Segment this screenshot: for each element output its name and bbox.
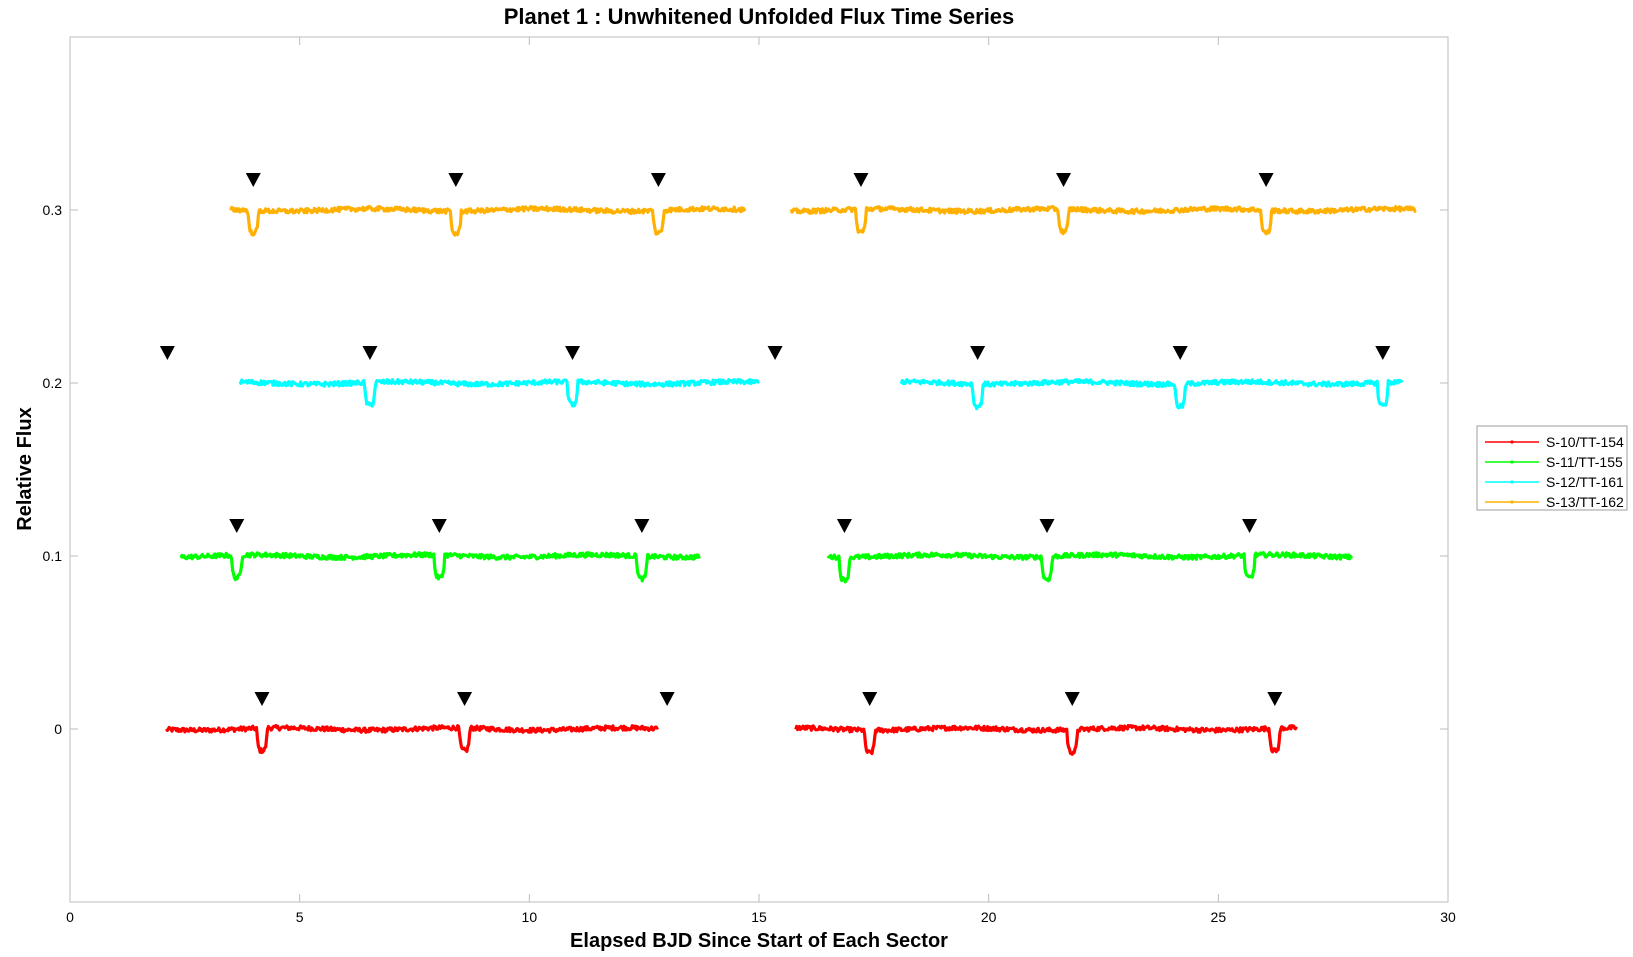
legend-entry: S-12/TT-161 bbox=[1485, 474, 1624, 490]
transit-marker-icon bbox=[767, 346, 783, 360]
y-tick-label: 0.1 bbox=[43, 548, 63, 564]
x-tick-label: 10 bbox=[522, 909, 538, 925]
transit-marker-icon bbox=[159, 346, 175, 360]
flux-trace-segment bbox=[794, 723, 1298, 756]
chart-title: Planet 1 : Unwhitened Unfolded Flux Time… bbox=[504, 4, 1015, 29]
transit-marker-icon bbox=[836, 519, 852, 533]
series-layer bbox=[165, 204, 1417, 756]
legend-marker bbox=[1510, 480, 1514, 484]
transit-marker-icon bbox=[659, 692, 675, 706]
transit-marker-layer bbox=[159, 173, 1391, 706]
transit-marker-icon bbox=[1258, 173, 1274, 187]
transit-marker-icon bbox=[1039, 519, 1055, 533]
axis-ticks: 0 5 10 15 20 25 30 0 0.1 0.2 0.3 bbox=[43, 37, 1456, 925]
legend-entry: S-10/TT-154 bbox=[1485, 434, 1624, 450]
transit-marker-icon bbox=[457, 692, 473, 706]
transit-marker-icon bbox=[634, 519, 650, 533]
transit-marker-icon bbox=[1056, 173, 1072, 187]
legend-marker bbox=[1510, 500, 1514, 504]
legend-marker bbox=[1510, 440, 1514, 444]
legend-label: S-10/TT-154 bbox=[1546, 434, 1624, 450]
flux-trace-segment bbox=[229, 204, 747, 237]
y-axis-label: Relative Flux bbox=[14, 407, 36, 530]
series-s-11-tt-155 bbox=[179, 551, 1353, 584]
y-tick-label: 0 bbox=[54, 721, 62, 737]
x-tick-label: 0 bbox=[66, 909, 74, 925]
transit-marker-icon bbox=[1375, 346, 1391, 360]
legend: S-10/TT-154 S-11/TT-155 S-12/TT-161 S-13/TT… bbox=[1476, 425, 1628, 511]
flux-trace-segment bbox=[165, 723, 660, 755]
legend-box bbox=[1476, 425, 1628, 511]
legend-entry: S-11/TT-155 bbox=[1485, 454, 1623, 470]
transit-marker-icon bbox=[1172, 346, 1188, 360]
x-tick-label: 25 bbox=[1211, 909, 1227, 925]
legend-label: S-12/TT-161 bbox=[1546, 474, 1624, 490]
transit-marker-icon bbox=[1267, 692, 1283, 706]
transit-marker-icon bbox=[970, 346, 986, 360]
transit-marker-icon bbox=[565, 346, 581, 360]
transit-marker-icon bbox=[254, 692, 270, 706]
flux-trace-segment bbox=[238, 377, 760, 408]
y-tick-label: 0.2 bbox=[43, 375, 63, 391]
series-s-13-tt-162 bbox=[229, 204, 1417, 237]
x-axis-label: Elapsed BJD Since Start of Each Sector bbox=[570, 930, 948, 952]
x-tick-label: 30 bbox=[1440, 909, 1456, 925]
series-s-12-tt-161 bbox=[238, 377, 1404, 411]
plot-area bbox=[69, 36, 1449, 903]
series-s-10-tt-154 bbox=[165, 723, 1298, 756]
transit-marker-icon bbox=[1064, 692, 1080, 706]
legend-marker bbox=[1510, 460, 1514, 464]
legend-label: S-11/TT-155 bbox=[1546, 454, 1623, 470]
transit-marker-icon bbox=[448, 173, 464, 187]
transit-marker-icon bbox=[853, 173, 869, 187]
flux-trace-segment bbox=[179, 551, 701, 583]
legend-label: S-13/TT-162 bbox=[1546, 494, 1624, 510]
x-tick-label: 15 bbox=[751, 909, 767, 925]
transit-marker-icon bbox=[362, 346, 378, 360]
transit-marker-icon bbox=[245, 173, 261, 187]
transit-marker-icon bbox=[650, 173, 666, 187]
legend-items: S-10/TT-154 S-11/TT-155 S-12/TT-161 S-13/TT… bbox=[1485, 434, 1624, 510]
x-tick-label: 5 bbox=[296, 909, 304, 925]
transit-marker-icon bbox=[862, 692, 878, 706]
x-tick-label: 20 bbox=[981, 909, 997, 925]
y-tick-label: 0.3 bbox=[43, 202, 63, 218]
transit-marker-icon bbox=[1242, 519, 1258, 533]
flux-trace-segment bbox=[826, 551, 1353, 584]
transit-marker-icon bbox=[431, 519, 447, 533]
transit-marker-icon bbox=[229, 519, 245, 533]
flux-trace-segment bbox=[899, 378, 1404, 411]
legend-entry: S-13/TT-162 bbox=[1485, 494, 1624, 510]
flux-trace-segment bbox=[789, 204, 1417, 236]
